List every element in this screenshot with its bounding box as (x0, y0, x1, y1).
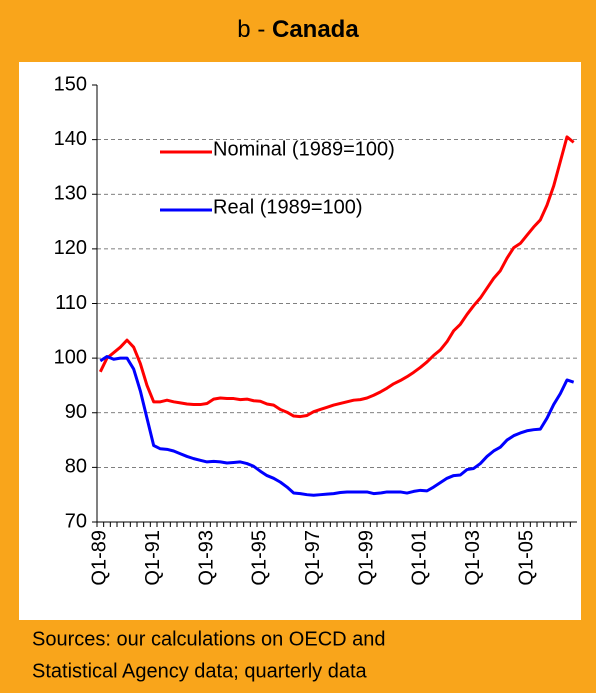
y-tick-label: 110 (55, 292, 87, 314)
y-tick-label: 90 (65, 401, 87, 423)
source-line: Sources: our calculations on OECD and (32, 628, 386, 650)
title-main: Canada (272, 16, 359, 43)
x-tick-label: Q1-95 (249, 530, 271, 586)
y-tick-label: 100 (54, 346, 87, 368)
y-tick-label: 150 (54, 73, 87, 95)
y-tick-label: 120 (54, 237, 87, 259)
x-tick-label: Q1-89 (89, 530, 111, 586)
y-tick-label: 80 (65, 456, 87, 478)
legend-label: Real (1989=100) (213, 196, 363, 218)
chart-title: b - Canada (237, 16, 359, 43)
source-line: Statistical Agency data; quarterly data (32, 660, 368, 682)
y-tick-label: 130 (54, 183, 87, 205)
plot-panel (19, 62, 581, 620)
x-tick-label: Q1-01 (409, 530, 431, 586)
title-prefix: b - (237, 16, 265, 43)
x-tick-label: Q1-97 (302, 530, 324, 586)
x-tick-label: Q1-03 (462, 530, 484, 586)
x-tick-label: Q1-91 (142, 530, 164, 586)
x-tick-label: Q1-93 (195, 530, 217, 586)
y-tick-label: 140 (54, 128, 87, 150)
legend-label: Nominal (1989=100) (213, 138, 395, 160)
series-line (98, 135, 575, 419)
x-tick-label: Q1-99 (355, 530, 377, 586)
y-tick-label: 70 (65, 510, 87, 532)
series-line (99, 354, 575, 497)
x-tick-label: Q1-05 (515, 530, 537, 586)
